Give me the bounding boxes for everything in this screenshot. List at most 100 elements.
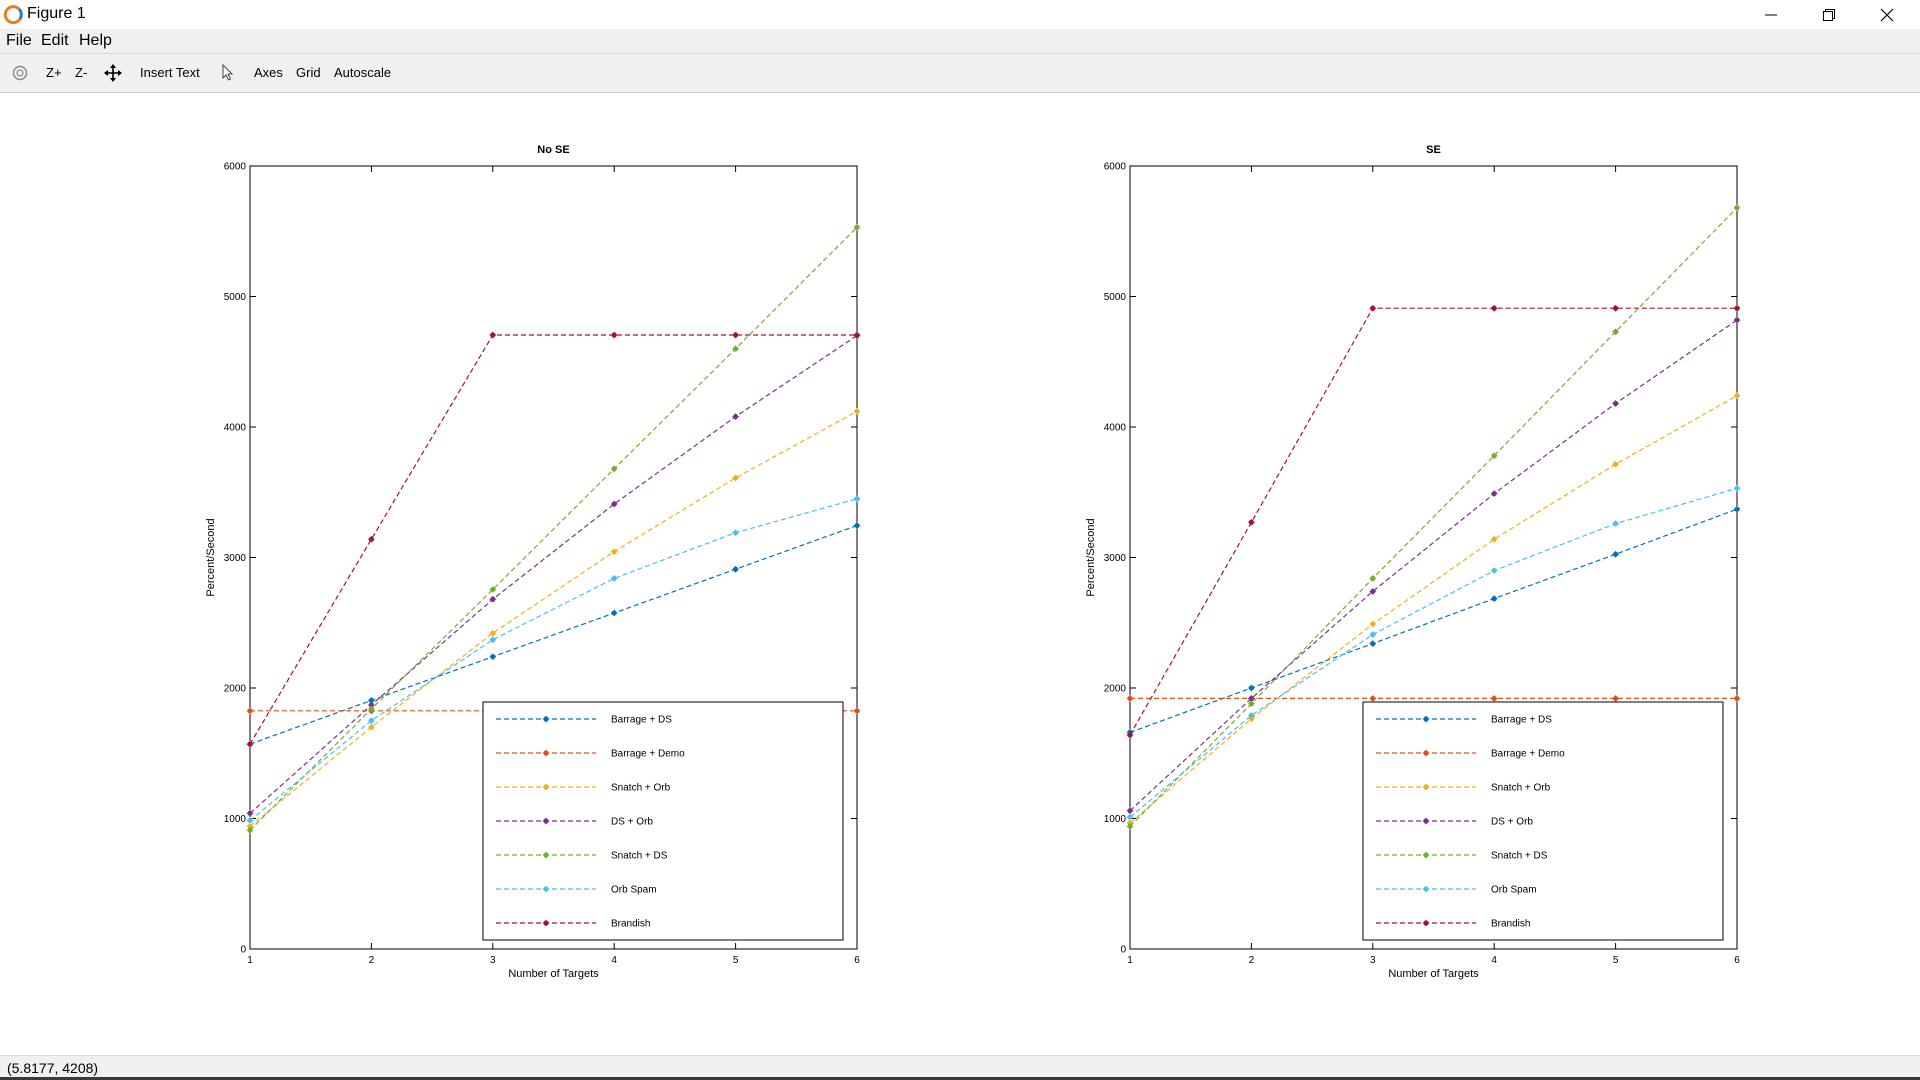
data-point-cross bbox=[1612, 460, 1619, 468]
data-point bbox=[1733, 204, 1741, 211]
legend-marker bbox=[1422, 749, 1430, 757]
menu-help[interactable]: Help bbox=[79, 32, 112, 49]
legend-label: Barrage + Demo bbox=[1491, 749, 1565, 760]
legend-entry: Snatch + DS bbox=[496, 851, 668, 862]
minimize-button[interactable] bbox=[1742, 0, 1800, 29]
zoom-out-button[interactable]: Z- bbox=[75, 65, 88, 80]
minimize-icon bbox=[1765, 14, 1777, 15]
data-point-cross bbox=[853, 495, 861, 502]
legend-marker bbox=[1422, 783, 1430, 791]
data-point-cross bbox=[1733, 506, 1741, 513]
legend-entry: Brandish bbox=[1376, 919, 1530, 930]
data-point-cross bbox=[489, 596, 496, 603]
data-point-cross bbox=[611, 575, 618, 582]
series-line bbox=[249, 334, 857, 745]
legend-marker-cross bbox=[542, 783, 550, 791]
data-point-cross bbox=[732, 413, 739, 420]
rotate-icon[interactable] bbox=[11, 64, 29, 82]
data-point-cross bbox=[1248, 712, 1255, 719]
data-point bbox=[1733, 506, 1741, 513]
legend-entry: Barrage + Demo bbox=[1376, 749, 1565, 760]
figure-toolbar: Z+ Z- Insert Text Axes Grid Autoscale bbox=[0, 53, 1920, 93]
y-tick-label: 6000 bbox=[1104, 162, 1127, 173]
series-barrage-demo bbox=[1126, 695, 1741, 702]
menu-edit[interactable]: Edit bbox=[41, 32, 69, 49]
legend-label: Barrage + DS bbox=[1491, 715, 1552, 726]
legend-entry: Barrage + DS bbox=[1376, 715, 1552, 726]
zoom-in-button[interactable]: Z+ bbox=[46, 65, 62, 80]
close-icon bbox=[1880, 8, 1894, 21]
close-button[interactable] bbox=[1858, 0, 1916, 29]
legend-entry: Orb Spam bbox=[496, 885, 657, 896]
data-point bbox=[489, 636, 496, 643]
legend-entry: DS + Orb bbox=[1376, 817, 1533, 828]
legend-marker bbox=[1422, 715, 1430, 723]
data-point-cross bbox=[1369, 588, 1376, 595]
data-point-cross bbox=[1612, 551, 1619, 558]
legend-entry: DS + Orb bbox=[496, 817, 653, 828]
data-point-cross bbox=[1369, 305, 1376, 312]
data-point-cross bbox=[1369, 695, 1376, 702]
data-point-cross bbox=[611, 609, 618, 617]
x-tick-label: 1 bbox=[247, 955, 253, 966]
legend-label: Barrage + Demo bbox=[611, 749, 685, 760]
plots-svg[interactable]: 1 2 3 4 5 6 0 1000 2000 3000 4000 5000 6000 No SE Numb… bbox=[0, 94, 1920, 1054]
series-line bbox=[1129, 319, 1738, 812]
x-axis-label: Number of Targets bbox=[508, 968, 599, 980]
series-brandish bbox=[1126, 305, 1741, 739]
data-point-cross bbox=[1491, 695, 1498, 702]
x-tick-label: 5 bbox=[733, 955, 739, 966]
data-point-cross bbox=[611, 500, 618, 508]
legend-marker-cross bbox=[1422, 783, 1430, 791]
data-point bbox=[246, 823, 254, 830]
data-point-cross bbox=[1491, 490, 1498, 497]
data-point-cross bbox=[732, 566, 739, 573]
insert-text-button[interactable]: Insert Text bbox=[140, 65, 200, 80]
restore-button[interactable] bbox=[1800, 0, 1858, 29]
data-point bbox=[368, 723, 375, 731]
data-point-cross bbox=[1126, 807, 1134, 814]
legend-marker-cross bbox=[542, 817, 550, 825]
data-point bbox=[489, 586, 496, 593]
data-point bbox=[489, 331, 496, 339]
menu-file[interactable]: File bbox=[6, 32, 32, 49]
figure-canvas[interactable]: 1 2 3 4 5 6 0 1000 2000 3000 4000 5000 6000 No SE Numb… bbox=[0, 94, 1920, 1054]
data-point-cross bbox=[1733, 305, 1741, 312]
grid-button[interactable]: Grid bbox=[296, 65, 321, 80]
data-point-cross bbox=[489, 629, 496, 637]
data-point bbox=[246, 740, 254, 748]
data-point bbox=[1733, 695, 1741, 702]
y-tick-label: 5000 bbox=[1104, 292, 1127, 303]
data-point bbox=[732, 529, 739, 536]
data-point-cross bbox=[489, 586, 496, 593]
y-tick-label: 1000 bbox=[224, 814, 247, 825]
data-point-cross bbox=[853, 522, 861, 529]
data-point bbox=[611, 465, 618, 472]
y-tick-label: 2000 bbox=[1104, 684, 1127, 695]
data-point bbox=[489, 653, 496, 660]
pan-icon[interactable] bbox=[104, 64, 122, 82]
series-line bbox=[249, 524, 858, 745]
restore-icon bbox=[1823, 8, 1835, 21]
data-point-cross bbox=[368, 717, 375, 724]
data-point bbox=[853, 707, 861, 715]
data-point-cross bbox=[1491, 567, 1498, 574]
y-axis-label: Percent/Second bbox=[205, 518, 217, 596]
autoscale-button[interactable]: Autoscale bbox=[334, 65, 392, 80]
legend-marker bbox=[1422, 817, 1430, 825]
series-brandish bbox=[246, 331, 861, 748]
select-pointer-icon[interactable] bbox=[221, 64, 235, 82]
axes-button[interactable]: Axes bbox=[254, 65, 283, 80]
data-point bbox=[1612, 520, 1619, 527]
data-point bbox=[1126, 823, 1134, 830]
legend-marker bbox=[542, 749, 550, 757]
data-point-cross bbox=[1733, 316, 1741, 324]
data-point-cross bbox=[732, 474, 739, 482]
legend-marker bbox=[1422, 919, 1430, 927]
series-line bbox=[1129, 307, 1737, 736]
legend-marker bbox=[542, 817, 550, 825]
data-point bbox=[1248, 519, 1255, 526]
data-point-cross bbox=[1733, 485, 1741, 492]
legend-marker-cross bbox=[542, 851, 550, 859]
data-point bbox=[368, 717, 375, 724]
